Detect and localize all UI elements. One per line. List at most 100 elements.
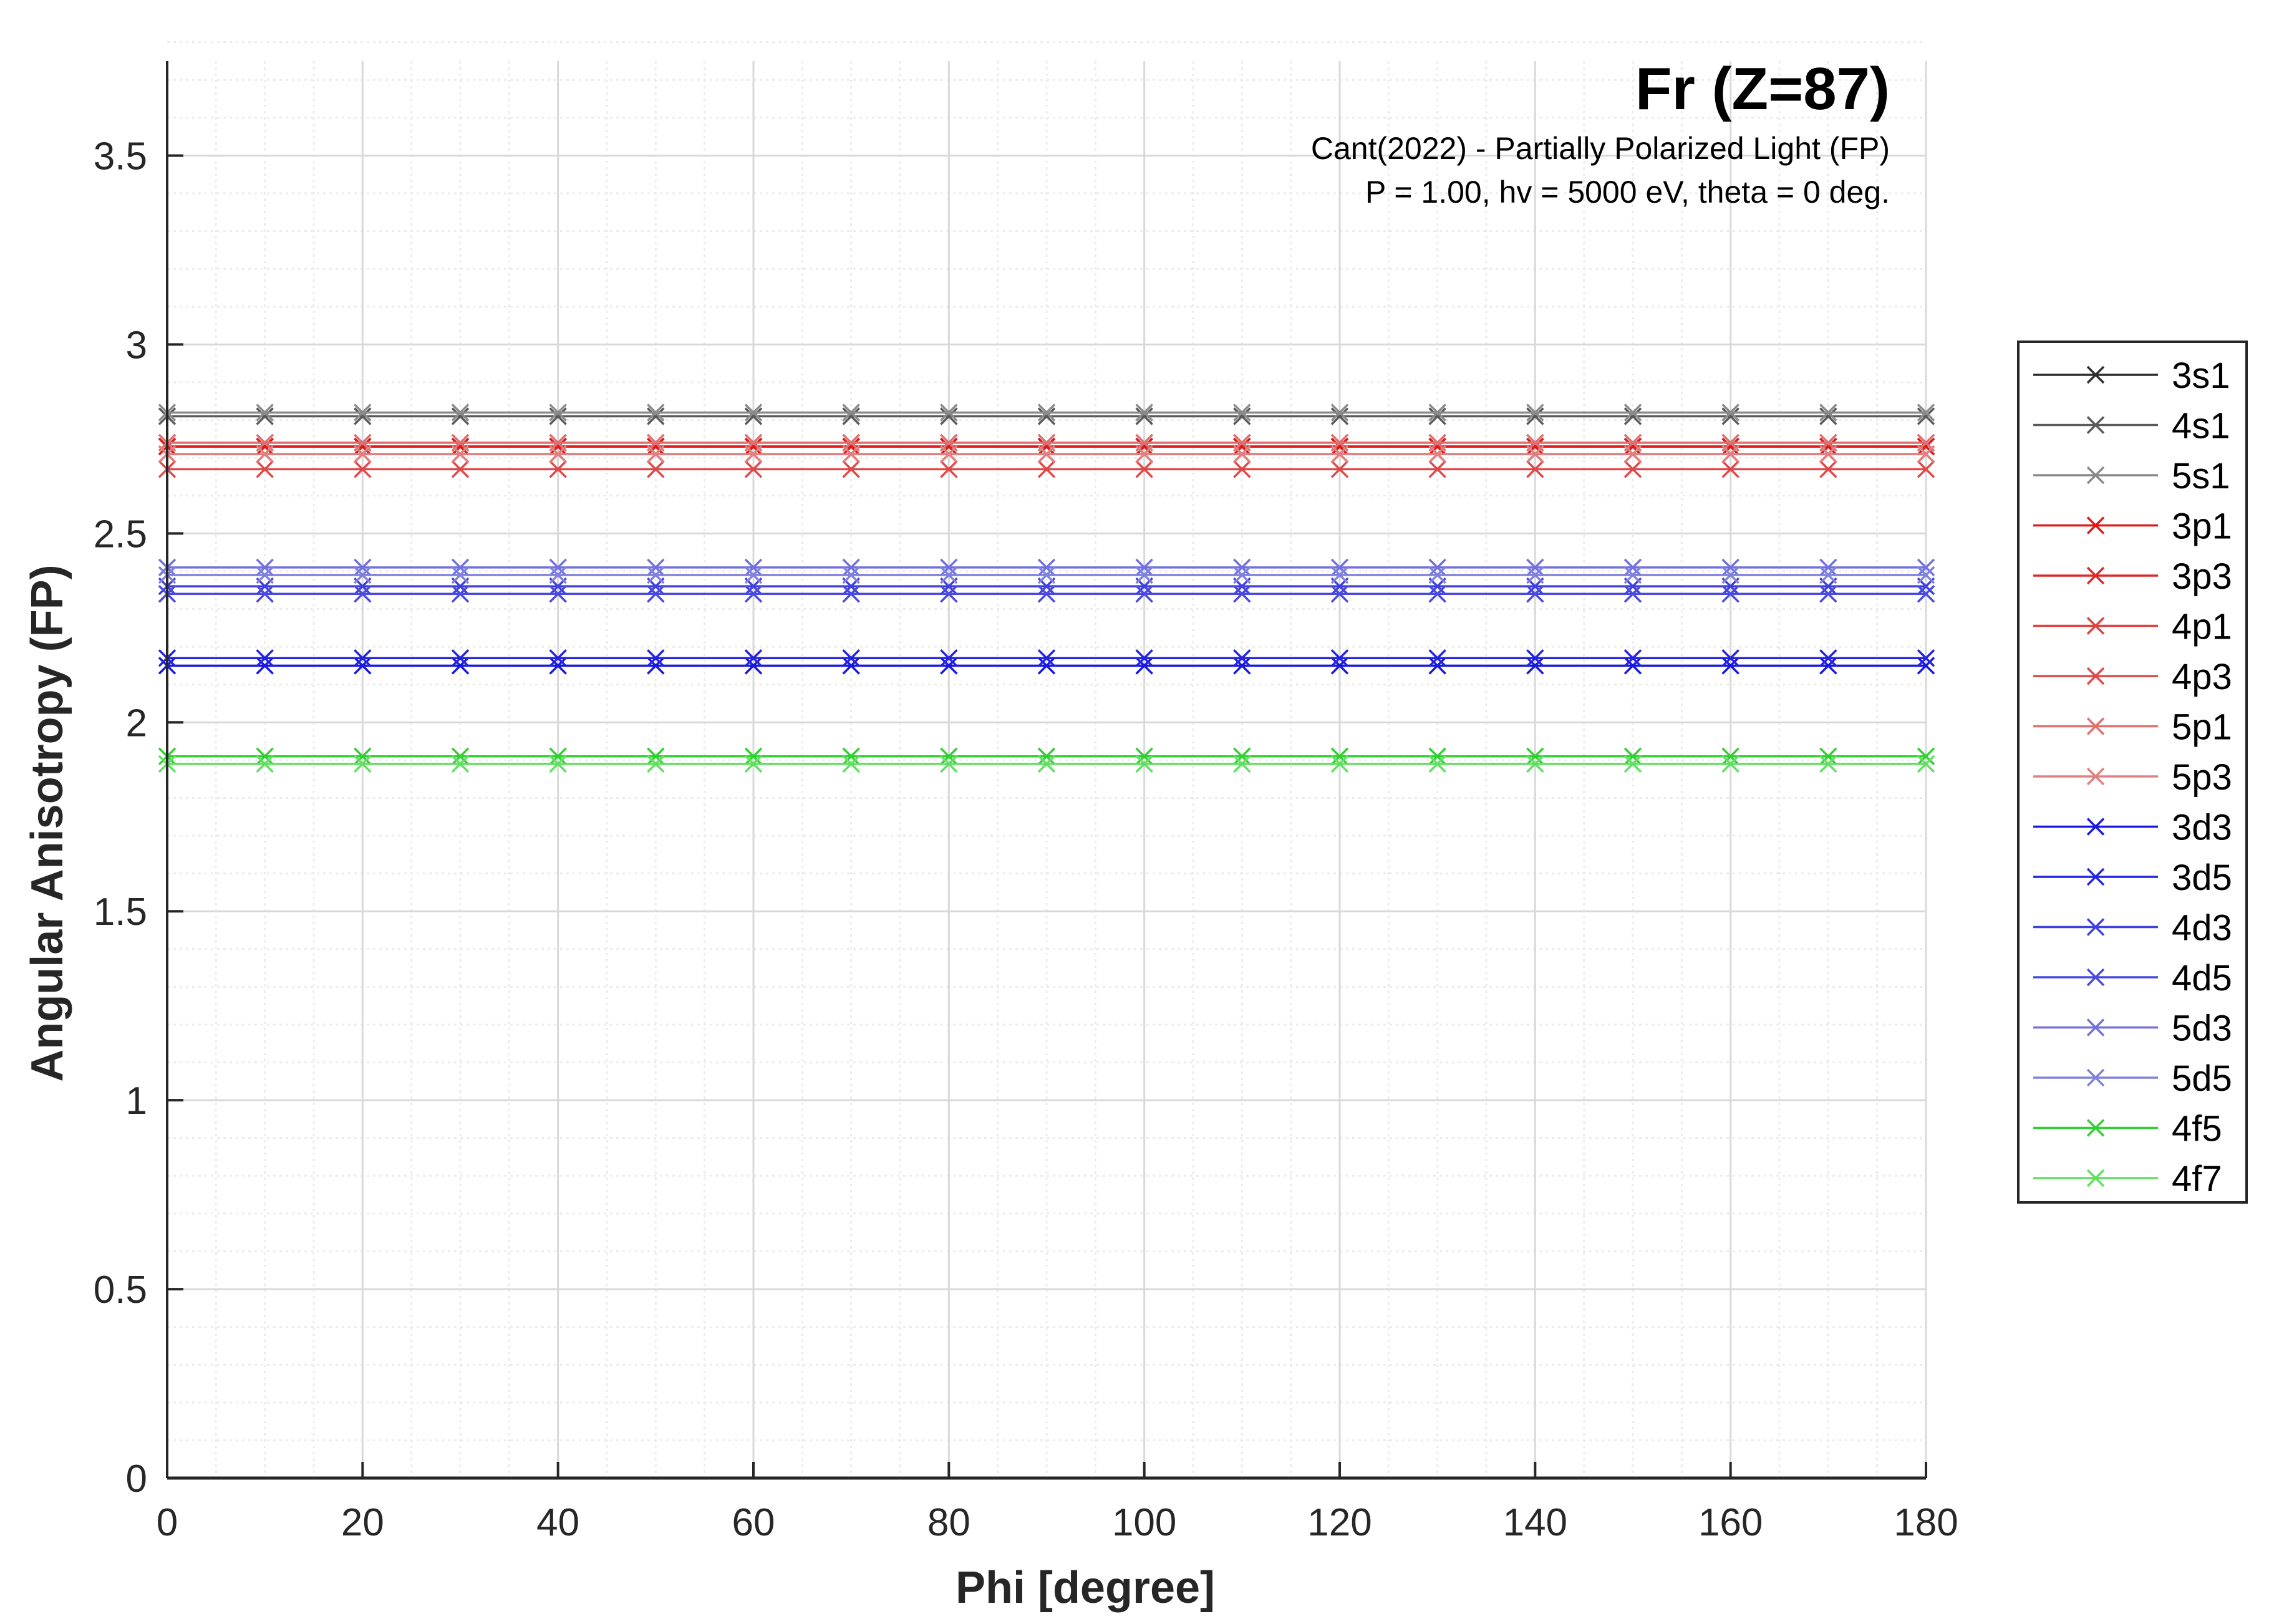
data-point-5p3 (940, 445, 958, 463)
data-point-4s1 (1037, 407, 1056, 425)
data-point-4s1 (1721, 407, 1739, 425)
data-point-3p1 (1623, 437, 1642, 456)
data-point-5p3 (1526, 445, 1544, 463)
data-point-5d5 (256, 566, 274, 584)
data-point-3d5 (1135, 649, 1153, 667)
legend-marker-5d3 (2086, 1018, 2105, 1037)
data-point-4d5 (1721, 585, 1739, 603)
data-point-5d3 (1135, 558, 1153, 577)
legend-box (2017, 341, 2248, 1204)
data-point-4f7 (1428, 755, 1446, 773)
data-point-4p3 (842, 460, 860, 478)
legend-label-4d5: 4d5 (2172, 958, 2232, 998)
data-point-5s1 (1526, 404, 1544, 422)
legend-marker-5p3 (2086, 767, 2105, 786)
data-point-3p1 (1917, 437, 1935, 456)
legend-label-3d3: 3d3 (2172, 808, 2232, 848)
data-point-4f7 (451, 755, 470, 773)
data-point-3p1 (744, 437, 763, 456)
data-point-4p3 (1526, 460, 1544, 478)
legend-entry-4s1: 4s1 (2033, 406, 2230, 447)
legend-marker-3d5 (2086, 868, 2105, 886)
legend-entry-5p1: 5p1 (2033, 707, 2232, 748)
data-point-4s1 (1917, 407, 1935, 425)
data-point-4d5 (842, 585, 860, 603)
x-tick-label: 40 (536, 1501, 579, 1544)
data-point-3d3 (354, 657, 372, 675)
data-point-4d5 (647, 585, 665, 603)
data-point-3d3 (842, 657, 860, 675)
data-point-3d3 (647, 657, 665, 675)
data-point-3p1 (1037, 437, 1056, 456)
data-point-3p1 (549, 437, 567, 456)
axes: 0 20 40 60 80 100 120 140 160 180 0 0.5 1 1.5 2 2.5 3 3.5 (94, 61, 1958, 1544)
legend-label-4s1: 4s1 (2172, 406, 2230, 447)
data-point-5s1 (1037, 404, 1056, 422)
data-point-4s1 (1233, 407, 1251, 425)
data-point-4f5 (1037, 747, 1056, 766)
legend-label-5p1: 5p1 (2172, 707, 2232, 748)
data-point-4f5 (647, 747, 665, 766)
x-tick-label: 140 (1503, 1501, 1567, 1544)
data-point-4s1 (1135, 407, 1153, 425)
data-point-4p3 (549, 460, 567, 478)
data-point-3d3 (549, 657, 567, 675)
data-point-4f5 (1233, 747, 1251, 766)
data-point-5s1 (842, 404, 860, 422)
chart-text: Fr (Z=87) Cant(2022) - Partially Polariz… (22, 56, 1890, 1613)
data-point-5d5 (940, 566, 958, 584)
data-point-4p3 (1233, 460, 1251, 478)
data-point-3d3 (451, 657, 470, 675)
data-point-5p3 (1917, 445, 1935, 463)
data-point-3d5 (1721, 649, 1739, 667)
data-point-3d3 (1428, 657, 1446, 675)
data-point-5d5 (842, 566, 860, 584)
chart-subtitle-line-2: P = 1.00, hv = 5000 eV, theta = 0 deg. (1365, 175, 1890, 210)
data-point-4d5 (256, 585, 274, 603)
data-point-5d5 (1330, 566, 1349, 584)
data-point-5s1 (354, 404, 372, 422)
y-tick-label: 1 (126, 1080, 147, 1123)
data-point-3p1 (1428, 437, 1446, 456)
data-point-4f7 (1721, 755, 1739, 773)
series-4s1 (158, 407, 1935, 425)
legend-entry-3p3: 3p3 (2033, 556, 2232, 597)
legend-entry-4d5: 4d5 (2033, 958, 2232, 998)
data-point-4p3 (647, 460, 665, 478)
data-point-3p1 (354, 437, 372, 456)
data-point-5p3 (451, 445, 470, 463)
legend-entry-5d3: 5d3 (2033, 1008, 2232, 1049)
data-point-3d5 (842, 649, 860, 667)
data-point-5d5 (1526, 566, 1544, 584)
data-point-4f5 (1330, 747, 1349, 766)
data-point-4p3 (1819, 460, 1837, 478)
data-point-3d3 (1037, 657, 1056, 675)
data-point-4p3 (744, 460, 763, 478)
x-tick-label: 100 (1112, 1501, 1176, 1544)
legend-entry-4p3: 4p3 (2033, 657, 2232, 697)
data-point-5p3 (1037, 445, 1056, 463)
data-point-4d5 (744, 585, 763, 603)
data-point-3d3 (744, 657, 763, 675)
legend-marker-5s1 (2086, 466, 2105, 485)
data-point-4d5 (1428, 585, 1446, 603)
data-point-4f5 (1526, 747, 1544, 766)
data-point-5p3 (1623, 445, 1642, 463)
data-point-3d5 (1819, 649, 1837, 667)
data-point-4f5 (842, 747, 860, 766)
data-point-5s1 (1330, 404, 1349, 422)
x-tick-label: 60 (732, 1501, 775, 1544)
data-point-3d5 (1330, 649, 1349, 667)
data-point-4f7 (1330, 755, 1349, 773)
data-point-5d3 (1526, 558, 1544, 577)
legend-entry-5s1: 5s1 (2033, 456, 2230, 496)
legend-label-4f7: 4f7 (2172, 1159, 2222, 1199)
data-point-3d5 (1623, 649, 1642, 667)
legend-label-4p3: 4p3 (2172, 657, 2232, 697)
data-point-4f5 (256, 747, 274, 766)
data-point-4s1 (1526, 407, 1544, 425)
data-point-3d3 (940, 657, 958, 675)
data-point-5s1 (647, 404, 665, 422)
data-point-5d3 (1037, 558, 1056, 577)
y-tick-label: 3 (126, 324, 147, 367)
